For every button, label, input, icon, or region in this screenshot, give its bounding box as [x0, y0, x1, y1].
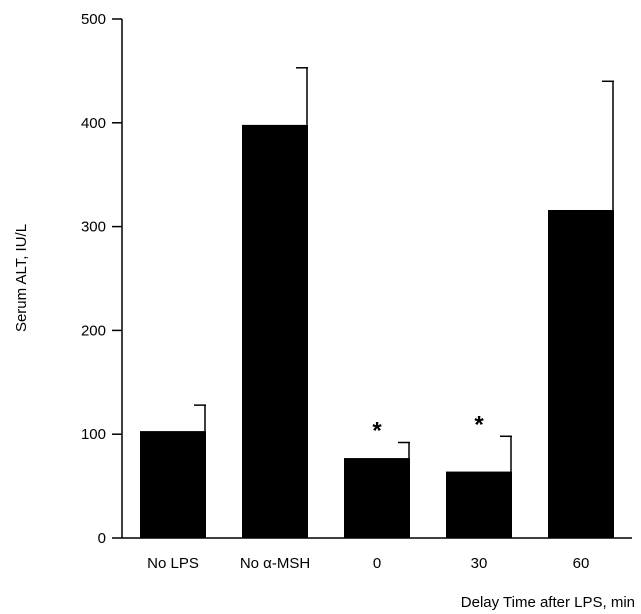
y-axis-title: Serum ALT, IU/L — [13, 224, 30, 332]
x-category-label: No α-MSH — [240, 555, 310, 572]
y-tick-label: 200 — [81, 322, 106, 339]
bar — [446, 471, 512, 538]
bar — [344, 458, 410, 538]
x-category-label: 30 — [471, 555, 488, 572]
significance-marker: * — [474, 411, 484, 438]
x-category-label: 60 — [573, 555, 590, 572]
x-category-label: 0 — [373, 555, 381, 572]
bar — [140, 431, 206, 538]
x-axis-category-labels: No LPS No α-MSH 0 30 60 — [147, 555, 589, 572]
y-axis-ticks: 0 100 200 300 400 500 — [81, 11, 122, 547]
y-tick-label: 100 — [81, 426, 106, 443]
bars: * * — [140, 67, 614, 538]
y-tick-label: 400 — [81, 115, 106, 132]
significance-marker: * — [372, 418, 382, 445]
bar — [548, 209, 614, 538]
y-tick-label: 500 — [81, 11, 106, 28]
y-tick-label: 300 — [81, 219, 106, 236]
y-tick-label: 0 — [98, 530, 106, 547]
x-axis-title: Delay Time after LPS, min — [461, 594, 635, 611]
x-category-label: No LPS — [147, 555, 199, 572]
bar — [242, 124, 308, 538]
